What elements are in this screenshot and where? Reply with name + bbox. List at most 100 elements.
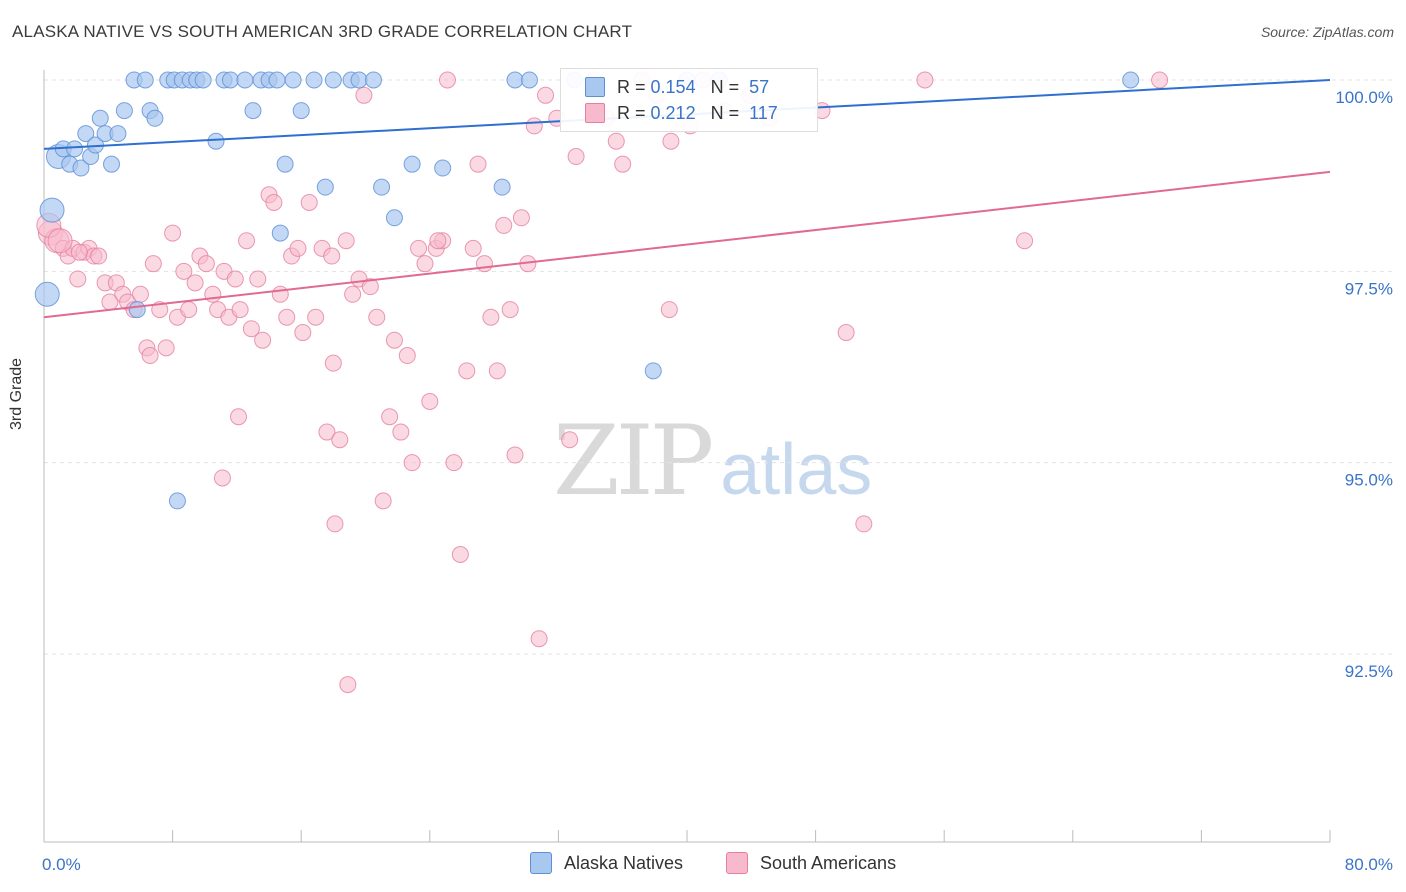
alaska-point [91,109,109,127]
south-american-point [464,239,482,257]
stats-legend-row-alaska: R = 0.154 N = 57 [585,75,769,99]
alaska-point [271,224,289,242]
south-american-point [469,155,487,173]
alaska-swatch [585,77,605,97]
south-american-point [144,255,162,273]
alaska-point [207,132,225,150]
stats-legend: R = 0.154 N = 57 R = 0.212 N = 117 [560,68,818,132]
south-american-point [47,228,73,254]
south-american-point [337,232,355,250]
south-american-point [429,232,447,250]
r-value: 0.212 [650,102,696,123]
south-american-point [157,339,175,357]
south-american-point [482,308,500,326]
south-american-point [1016,232,1034,250]
south-american-point [614,155,632,173]
south-american-point [837,324,855,342]
alaska-point [292,102,310,120]
south-american-point [501,301,519,319]
south-american-point [180,301,198,319]
south-american-point [475,255,493,273]
alaska-point [373,178,391,196]
r-label: R = [617,76,646,97]
alaska-point [276,155,294,173]
watermark-atlas: atlas [720,430,873,510]
south-american-point [495,216,513,234]
alaska-point [77,125,95,143]
alaska-point [316,178,334,196]
alaska-point [168,492,186,510]
south-swatch [585,103,605,123]
south-american-point [300,193,318,211]
south-american-point [326,515,344,533]
alaska-point [115,102,133,120]
y-tick-label: 100.0% [1335,88,1393,107]
x-tick-label: 80.0% [1345,855,1393,874]
south-american-point [331,431,349,449]
watermark: ZIP atlas [553,405,872,517]
south-legend-swatch [726,852,748,874]
legend-item-alaska[interactable]: Alaska Natives [530,852,683,874]
south-american-point [458,362,476,380]
alaska-point [103,155,121,173]
south-american-point [324,354,342,372]
south-american-point [238,232,256,250]
south-american-point [164,224,182,242]
alaska-point [434,159,452,177]
south-american-point [1151,71,1169,89]
south-american-point [607,132,625,150]
south-american-point [294,324,312,342]
south-american-point [307,308,325,326]
south-american-point [175,262,193,280]
south-american-point [445,454,463,472]
south-american-point [421,392,439,410]
south-american-point [488,362,506,380]
alaska-point [644,362,662,380]
south-american-point [204,285,222,303]
south-american-point [344,285,362,303]
alaska-point [385,209,403,227]
south-american-point [512,209,530,227]
south-american-point [226,270,244,288]
south-american-point [197,255,215,273]
south-american-point [230,408,248,426]
south-american-point [374,492,392,510]
r-value: 0.154 [650,76,696,97]
south-american-point [368,308,386,326]
chart-source: Source: ZipAtlas.com [1260,24,1394,40]
n-value: 117 [749,102,778,123]
south-american-point [561,431,579,449]
alaska-point [236,71,254,89]
south-american-point [381,408,399,426]
alaska-point [324,71,342,89]
south-american-point [416,255,434,273]
south-american-point [231,301,249,319]
south-american-point [323,247,341,265]
alaska-point [350,71,368,89]
alaska-point [66,140,84,158]
south-american-point [141,347,159,365]
south-american-point [451,546,469,564]
legend-item-south[interactable]: South Americans [726,852,896,874]
south-american-point [339,676,357,694]
n-label: N = [710,102,740,123]
south-american-point [537,86,555,104]
alaska-point [305,71,323,89]
alaska-point [39,197,65,223]
south-american-point [403,454,421,472]
alaska-point [493,178,511,196]
series-legend: Alaska Natives South Americans [0,850,1406,878]
south-american-point [213,469,231,487]
south-american-point [916,71,934,89]
south-american-point [254,331,272,349]
y-tick-label: 95.0% [1345,471,1393,490]
south-american-point [385,331,403,349]
south-american-point [567,148,585,166]
stats-legend-row-south: R = 0.212 N = 117 [585,101,778,125]
south-american-point [361,278,379,296]
y-tick-label: 97.5% [1345,279,1393,298]
south-american-point [271,285,289,303]
alaska-point [1122,71,1140,89]
chart-title: ALASKA NATIVE VS SOUTH AMERICAN 3RD GRAD… [12,22,633,41]
watermark-zip: ZIP [553,405,714,517]
